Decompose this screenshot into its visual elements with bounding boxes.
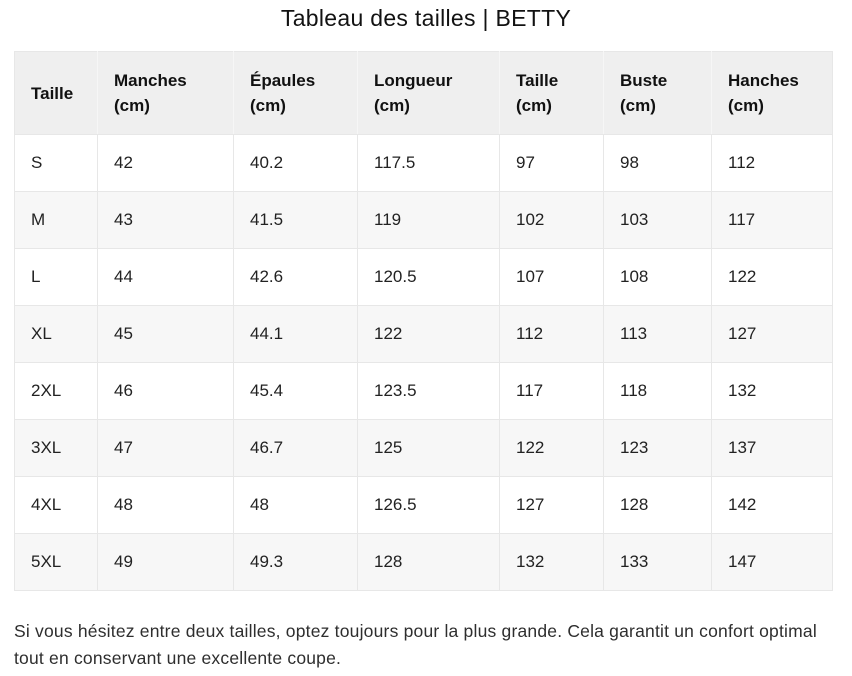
size-cell: XL	[14, 305, 98, 363]
value-cell: 45	[97, 305, 234, 363]
value-cell: 44.1	[233, 305, 358, 363]
value-cell: 45.4	[233, 362, 358, 420]
value-cell: 102	[499, 191, 604, 249]
size-chart-table: Taille Manches (cm) Épaules (cm) Longueu…	[14, 51, 833, 591]
value-cell: 117	[711, 191, 833, 249]
value-cell: 42	[97, 134, 234, 192]
value-cell: 147	[711, 533, 833, 591]
page-title: Tableau des tailles | BETTY	[280, 5, 572, 31]
column-header-buste: Buste (cm)	[603, 51, 712, 135]
value-cell: 126.5	[357, 476, 500, 534]
size-cell: M	[14, 191, 98, 249]
value-cell: 132	[499, 533, 604, 591]
value-cell: 137	[711, 419, 833, 477]
value-cell: 142	[711, 476, 833, 534]
size-cell: 2XL	[14, 362, 98, 420]
value-cell: 120.5	[357, 248, 500, 306]
table-row: S 42 40.2 117.5 97 98 112	[14, 134, 833, 192]
size-cell: S	[14, 134, 98, 192]
value-cell: 103	[603, 191, 712, 249]
size-cell: 3XL	[14, 419, 98, 477]
value-cell: 119	[357, 191, 500, 249]
value-cell: 125	[357, 419, 500, 477]
column-header-longueur: Longueur (cm)	[357, 51, 500, 135]
table-row: 4XL 48 48 126.5 127 128 142	[14, 476, 833, 534]
value-cell: 117	[499, 362, 604, 420]
table-row: L 44 42.6 120.5 107 108 122	[14, 248, 833, 306]
value-cell: 48	[233, 476, 358, 534]
size-cell: 4XL	[14, 476, 98, 534]
column-header-taille: Taille	[14, 51, 98, 135]
value-cell: 112	[499, 305, 604, 363]
value-cell: 123	[603, 419, 712, 477]
value-cell: 48	[97, 476, 234, 534]
column-header-epaules: Épaules (cm)	[233, 51, 358, 135]
value-cell: 41.5	[233, 191, 358, 249]
value-cell: 47	[97, 419, 234, 477]
table-row: M 43 41.5 119 102 103 117	[14, 191, 833, 249]
table-row: 3XL 47 46.7 125 122 123 137	[14, 419, 833, 477]
value-cell: 46.7	[233, 419, 358, 477]
column-header-manches: Manches (cm)	[97, 51, 234, 135]
value-cell: 128	[357, 533, 500, 591]
value-cell: 98	[603, 134, 712, 192]
sizing-advice-note: Si vous hésitez entre deux tailles, opte…	[14, 621, 817, 668]
value-cell: 42.6	[233, 248, 358, 306]
value-cell: 122	[499, 419, 604, 477]
column-header-taille-cm: Taille (cm)	[499, 51, 604, 135]
table-header: Taille Manches (cm) Épaules (cm) Longueu…	[14, 51, 833, 135]
header-row: Taille Manches (cm) Épaules (cm) Longueu…	[14, 51, 833, 135]
value-cell: 122	[357, 305, 500, 363]
value-cell: 49	[97, 533, 234, 591]
value-cell: 132	[711, 362, 833, 420]
value-cell: 127	[711, 305, 833, 363]
value-cell: 108	[603, 248, 712, 306]
value-cell: 46	[97, 362, 234, 420]
value-cell: 97	[499, 134, 604, 192]
table-body: S 42 40.2 117.5 97 98 112 M 43 41.5 119 …	[14, 134, 833, 591]
table-row: XL 45 44.1 122 112 113 127	[14, 305, 833, 363]
value-cell: 127	[499, 476, 604, 534]
column-header-hanches: Hanches (cm)	[711, 51, 833, 135]
size-cell: L	[14, 248, 98, 306]
value-cell: 44	[97, 248, 234, 306]
value-cell: 133	[603, 533, 712, 591]
value-cell: 113	[603, 305, 712, 363]
table-row: 5XL 49 49.3 128 132 133 147	[14, 533, 833, 591]
value-cell: 40.2	[233, 134, 358, 192]
value-cell: 117.5	[357, 134, 500, 192]
value-cell: 122	[711, 248, 833, 306]
table-row: 2XL 46 45.4 123.5 117 118 132	[14, 362, 833, 420]
value-cell: 107	[499, 248, 604, 306]
value-cell: 128	[603, 476, 712, 534]
value-cell: 118	[603, 362, 712, 420]
value-cell: 49.3	[233, 533, 358, 591]
value-cell: 123.5	[357, 362, 500, 420]
value-cell: 43	[97, 191, 234, 249]
size-cell: 5XL	[14, 533, 98, 591]
value-cell: 112	[711, 134, 833, 192]
